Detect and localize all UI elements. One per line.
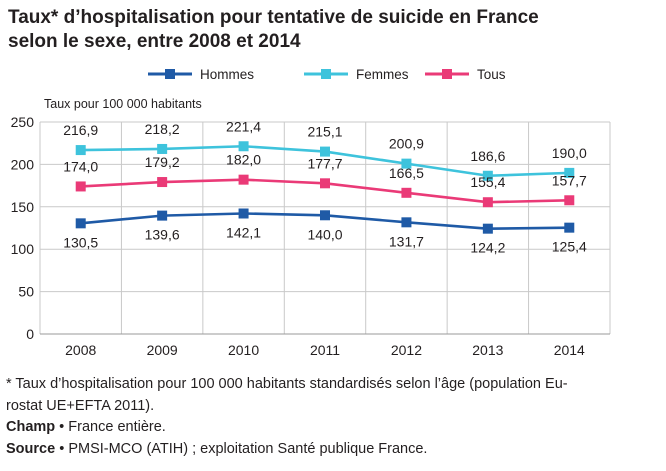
legend-marker: [165, 69, 175, 79]
footnote-line1: * Taux d’hospitalisation pour 100 000 ha…: [6, 376, 568, 392]
data-point: [564, 167, 575, 178]
data-point: [482, 223, 493, 234]
data-point: [75, 181, 86, 192]
y-tick-label: 150: [11, 199, 35, 215]
data-label: 157,7: [552, 172, 587, 188]
data-point: [564, 222, 575, 233]
data-label: 140,0: [307, 226, 342, 242]
source-label: Source: [6, 440, 56, 457]
data-label: 216,9: [63, 122, 98, 138]
chart-title-line2: selon le sexe, entre 2008 et 2014: [8, 31, 301, 52]
data-label: 186,6: [470, 148, 505, 164]
x-tick-label: 2013: [472, 342, 503, 358]
data-point: [238, 208, 249, 219]
data-point: [482, 197, 493, 208]
footnote-line2: rostat UE+EFTA 2011).: [6, 397, 155, 414]
data-label: 182,0: [226, 152, 261, 168]
source-text: PMSI-MCO (ATIH) ; exploitation Santé pub…: [68, 440, 428, 457]
x-tick-label: 2011: [310, 342, 340, 358]
champ-note: Champ • France entière.: [6, 419, 166, 435]
legend-label: Tous: [477, 67, 506, 82]
data-label: 177,7: [307, 155, 342, 171]
champ-text: France entière.: [68, 419, 166, 435]
data-point: [401, 158, 412, 169]
data-point: [320, 210, 330, 221]
data-label: 179,2: [145, 154, 180, 170]
data-point: [75, 218, 86, 229]
legend-label: Hommes: [200, 67, 254, 82]
legend-marker: [442, 69, 452, 79]
x-tick-label: 2014: [554, 342, 585, 358]
data-label: 130,5: [63, 234, 98, 250]
data-point: [320, 178, 330, 189]
x-tick-label: 2010: [228, 342, 259, 358]
data-label: 200,9: [389, 136, 424, 152]
y-tick-label: 200: [11, 156, 35, 172]
data-point: [482, 170, 493, 181]
data-point: [75, 145, 86, 156]
y-tick-label: 250: [11, 114, 35, 130]
y-tick-label: 50: [18, 284, 34, 300]
chart-title: Taux* d’hospitalisation pour tentative d…: [8, 6, 658, 54]
legend-label: Femmes: [356, 67, 409, 82]
chart-title-line1: Taux* d’hospitalisation pour tentative d…: [8, 7, 539, 28]
data-point: [401, 217, 412, 228]
x-tick-label: 2009: [147, 342, 178, 358]
data-label: 218,2: [145, 121, 180, 137]
data-point: [157, 210, 168, 221]
data-label: 125,4: [552, 239, 587, 255]
data-point: [564, 195, 575, 206]
source-note: Source • PMSI-MCO (ATIH) ; exploitation …: [6, 440, 428, 457]
data-point: [320, 146, 330, 157]
data-label: 131,7: [389, 233, 424, 249]
data-point: [157, 143, 168, 154]
data-label: 215,1: [307, 124, 342, 140]
data-label: 124,2: [470, 240, 505, 256]
data-point: [238, 141, 249, 152]
y-tick-label: 100: [11, 241, 35, 257]
data-label: 139,6: [145, 227, 180, 243]
chart-notes: * Taux d’hospitalisation pour 100 000 ha…: [6, 374, 656, 460]
data-point: [238, 174, 249, 185]
y-tick-label: 0: [26, 326, 34, 342]
data-label: 166,5: [389, 165, 424, 181]
y-axis-label: Taux pour 100 000 habitants: [44, 97, 202, 111]
data-point: [401, 187, 412, 198]
data-label: 142,1: [226, 224, 261, 240]
data-label: 221,4: [226, 118, 261, 134]
data-label: 174,0: [63, 158, 98, 174]
data-point: [157, 177, 168, 188]
x-tick-label: 2012: [391, 342, 422, 358]
legend-marker: [321, 69, 331, 79]
footnote: * Taux d’hospitalisation pour 100 000 ha…: [6, 374, 656, 417]
x-tick-label: 2008: [65, 342, 96, 358]
data-label: 155,4: [470, 174, 505, 190]
champ-label: Champ: [6, 419, 56, 435]
data-label: 190,0: [552, 145, 587, 161]
